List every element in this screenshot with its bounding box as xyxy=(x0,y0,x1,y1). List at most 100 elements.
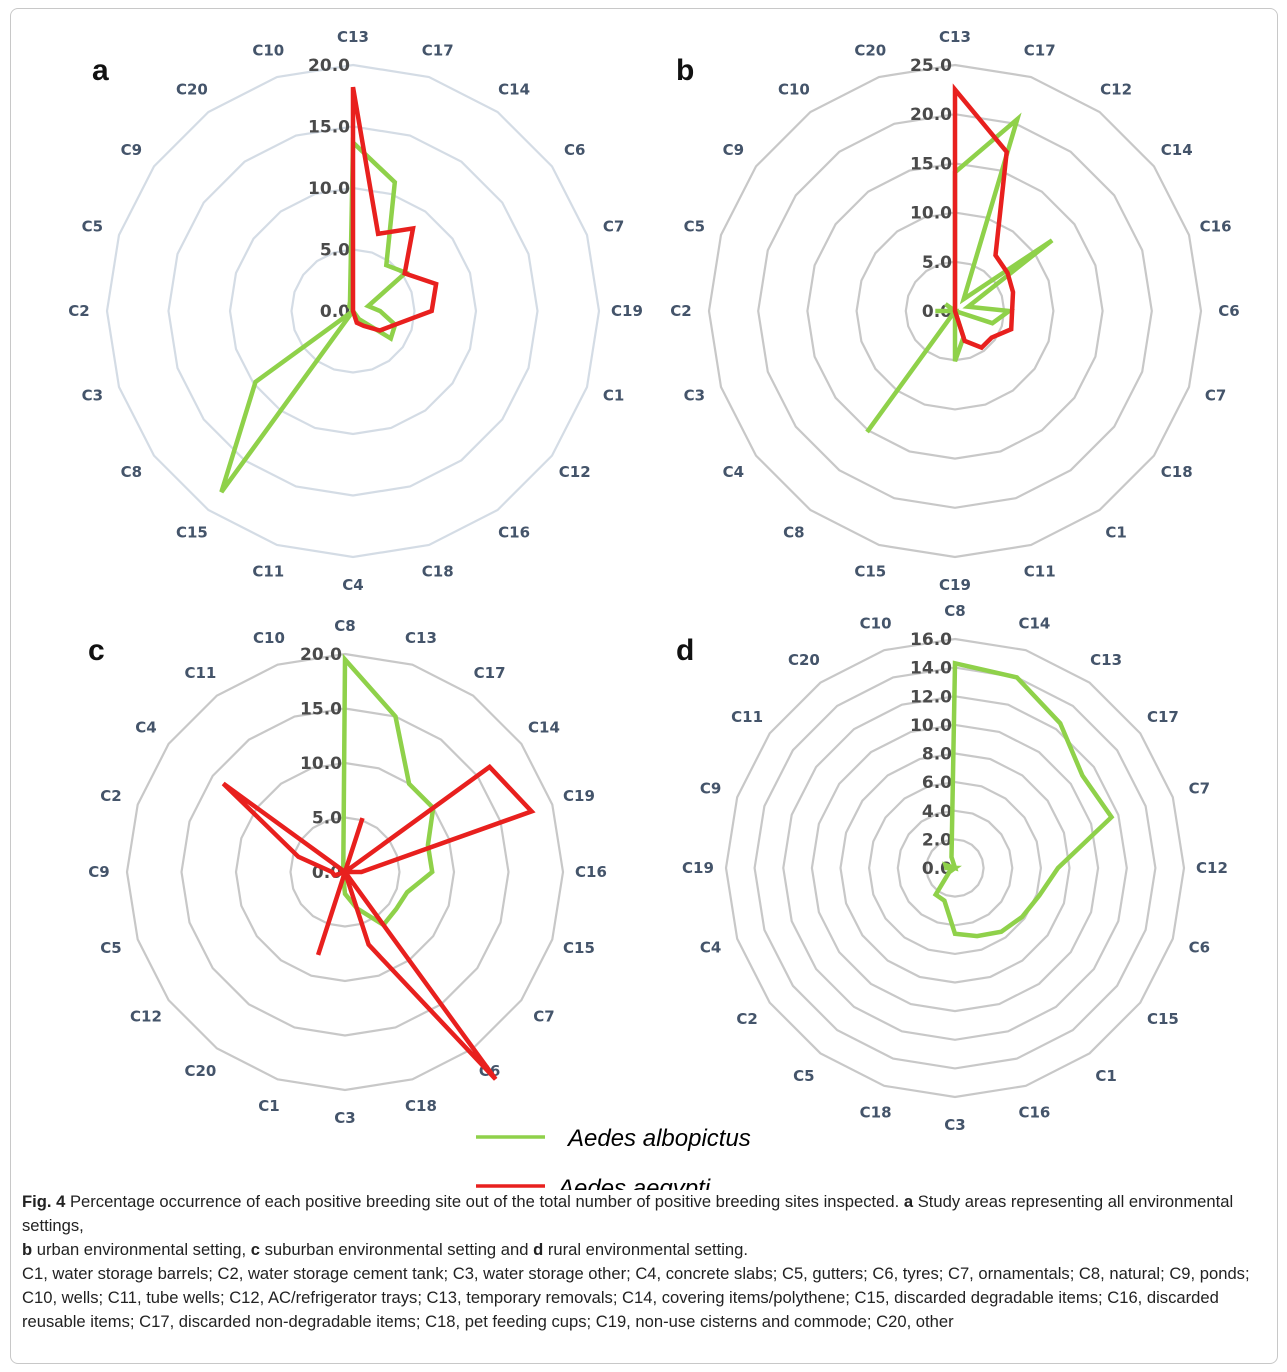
category-label: C3 xyxy=(82,387,103,405)
caption-text-c: suburban environmental setting and xyxy=(260,1240,534,1259)
tick-label: 10.0 xyxy=(300,754,342,774)
grid-ring xyxy=(290,248,416,374)
caption-letter-c: c xyxy=(250,1240,260,1259)
category-label: C7 xyxy=(1189,780,1210,798)
category-label: C4 xyxy=(723,463,744,481)
category-label: C8 xyxy=(944,602,965,620)
tick-label: 15.0 xyxy=(910,154,952,174)
category-label: C20 xyxy=(176,80,208,98)
category-label: C19 xyxy=(563,787,595,805)
tick-label: 8.0 xyxy=(922,745,952,765)
category-label: C20 xyxy=(184,1062,216,1080)
category-label: C8 xyxy=(783,524,804,542)
category-label: C10 xyxy=(860,615,892,633)
grid-ring xyxy=(707,63,1203,559)
category-label: C13 xyxy=(1090,651,1122,669)
tick-label: 5.0 xyxy=(312,809,342,829)
category-label: C13 xyxy=(405,629,437,647)
category-label: C10 xyxy=(252,41,284,59)
category-label: C1 xyxy=(603,387,624,405)
grid-ring xyxy=(782,695,1128,1041)
tick-label: 20.0 xyxy=(300,645,342,665)
grid-ring xyxy=(839,752,1071,984)
category-label: C5 xyxy=(793,1067,814,1085)
category-label: C3 xyxy=(684,387,705,405)
grid-ring xyxy=(855,211,1055,411)
caption-letter-a: a xyxy=(903,1192,914,1211)
category-label: C2 xyxy=(100,787,121,805)
tick-label: 4.0 xyxy=(922,802,952,822)
series-line-aedes-albopictus xyxy=(932,660,1115,939)
category-label: C14 xyxy=(1018,615,1050,633)
category-label: C17 xyxy=(422,41,454,59)
category-label: C10 xyxy=(253,629,285,647)
radar-panel-b: b0.05.010.015.020.025.0C13C17C12C14C16C6… xyxy=(670,28,1239,594)
caption-letter-d: d xyxy=(533,1240,544,1259)
tick-label: 6.0 xyxy=(922,773,952,793)
grid-ring xyxy=(234,761,456,983)
grid-ring xyxy=(289,816,401,928)
category-label: C14 xyxy=(1161,141,1193,159)
category-label: C4 xyxy=(135,718,156,736)
series-line-aedes-aegypti xyxy=(221,763,536,1081)
grid-ring xyxy=(228,186,478,436)
category-label: C17 xyxy=(474,664,506,682)
category-label: C2 xyxy=(670,302,691,320)
category-label: C16 xyxy=(1200,217,1232,235)
category-label: C17 xyxy=(1147,708,1179,726)
caption-letter-b: b xyxy=(22,1240,33,1259)
tick-label: 15.0 xyxy=(300,700,342,720)
category-label: C18 xyxy=(422,563,454,581)
category-label: C18 xyxy=(860,1103,892,1121)
category-label: C3 xyxy=(944,1116,965,1134)
grid-ring xyxy=(167,125,539,497)
tick-label: 5.0 xyxy=(922,253,952,273)
tick-label: 16.0 xyxy=(910,630,952,650)
series-line-aedes-aegypti xyxy=(350,86,439,333)
grid-ring xyxy=(724,637,1186,1099)
category-label: C5 xyxy=(82,217,103,235)
category-label: C1 xyxy=(258,1097,279,1115)
radar-panel-a: a0.05.010.015.020.0C13C17C14C6C7C19C1C12… xyxy=(68,28,643,594)
caption-text-b: urban environmental setting, xyxy=(32,1240,251,1259)
tick-label: 12.0 xyxy=(910,687,952,707)
tick-label: 15.0 xyxy=(308,118,350,138)
category-label: C8 xyxy=(334,617,355,635)
category-label: C19 xyxy=(611,302,643,320)
category-label: C9 xyxy=(700,780,721,798)
category-label: C5 xyxy=(684,217,705,235)
radar-panel-d: d0.02.04.06.08.010.012.014.016.0C8C14C13… xyxy=(676,602,1228,1134)
caption-intro: Percentage occurrence of each positive b… xyxy=(65,1192,904,1211)
grid-ring xyxy=(753,666,1157,1070)
panel-letter: a xyxy=(92,54,109,87)
grid-ring xyxy=(867,780,1043,956)
tick-label: 20.0 xyxy=(910,105,952,125)
category-label: C16 xyxy=(498,524,530,542)
tick-label: 10.0 xyxy=(910,716,952,736)
category-label: C19 xyxy=(939,576,971,594)
caption-text-a: Study areas representing all environment… xyxy=(22,1192,1234,1235)
category-label: C4 xyxy=(700,938,721,956)
category-label: C7 xyxy=(533,1008,554,1026)
category-label: C12 xyxy=(1100,80,1132,98)
radar-panel-c: c0.05.010.015.020.0C8C13C17C14C19C16C15C… xyxy=(88,617,607,1127)
panel-letter: b xyxy=(676,54,694,87)
tick-label: 10.0 xyxy=(308,179,350,199)
category-label: C11 xyxy=(184,664,216,682)
category-label: C1 xyxy=(1095,1067,1116,1085)
grid-ring xyxy=(806,162,1104,460)
figure-caption: Fig. 4 Percentage occurrence of each pos… xyxy=(22,1190,1272,1334)
category-label: C6 xyxy=(1189,938,1210,956)
category-label: C9 xyxy=(121,141,142,159)
grid-ring xyxy=(180,707,510,1037)
panel-letter: d xyxy=(676,634,694,667)
category-label: C16 xyxy=(1018,1103,1050,1121)
category-label: C18 xyxy=(405,1097,437,1115)
grid-ring xyxy=(925,838,985,898)
category-label: C2 xyxy=(736,1010,757,1028)
radar-figure: a0.05.010.015.020.0C13C17C14C6C7C19C1C12… xyxy=(68,28,1239,1190)
category-label: C20 xyxy=(788,651,820,669)
series-line-aedes-albopictus xyxy=(865,112,1054,434)
category-label: C15 xyxy=(563,939,595,957)
caption-codes: C1, water storage barrels; C2, water sto… xyxy=(22,1264,1250,1331)
